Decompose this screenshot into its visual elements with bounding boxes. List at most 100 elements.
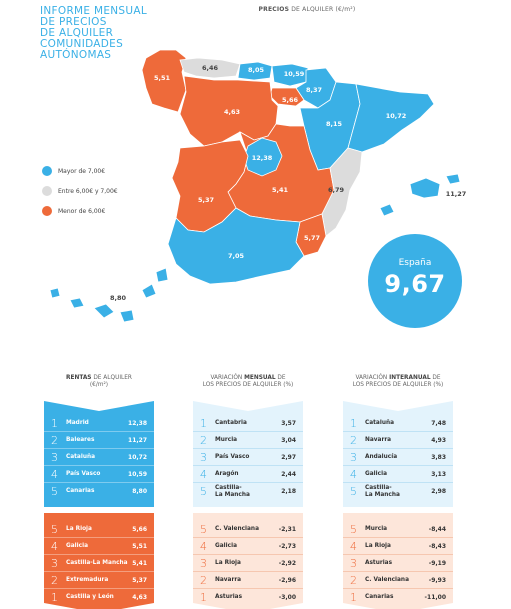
bottom-ranking-panel: 5 Murcia -8,44 4 La Rioja -8,43 3 Asturias -9,19… — [343, 513, 453, 609]
ranking-row: 1 Cataluña 7,48 — [343, 415, 453, 432]
region-name: Galicia — [215, 542, 237, 549]
region-baleares-ibiza[interactable] — [379, 203, 395, 217]
region-asturias[interactable] — [179, 57, 241, 79]
region-name: La Rioja — [215, 559, 241, 566]
rank-value: 5,51 — [132, 542, 147, 550]
label-cantabria: 8,05 — [248, 66, 265, 74]
region-name: Andalucía — [365, 453, 398, 460]
rank-value: 12,38 — [128, 419, 147, 427]
rank-number: 1 — [200, 416, 207, 430]
legend-label: Entre 6,00€ y 7,00€ — [58, 187, 118, 195]
region-galicia[interactable] — [141, 49, 187, 113]
rank-value: 2,97 — [281, 453, 296, 461]
title-line: AUTÓNOMAS — [40, 49, 112, 61]
region-name: Canarias — [66, 488, 95, 495]
ranking-row: 5 Canarias 8,80 — [44, 483, 154, 500]
variacion-mensual-column: VARIACIÓN MENSUAL DE LOS PRECIOS DE ALQU… — [193, 375, 303, 609]
ranking-row: 2 Murcia 3,04 — [193, 432, 303, 449]
region-name: Navarra — [215, 576, 242, 583]
ranking-row: 3 País Vasco 2,97 — [193, 449, 303, 466]
column-heading: VARIACIÓN MENSUAL DE LOS PRECIOS DE ALQU… — [193, 375, 303, 399]
region-name: C. Valenciana — [215, 525, 259, 532]
legend-dot-high — [42, 166, 52, 176]
region-canarias-3[interactable] — [93, 303, 115, 319]
region-canarias-4[interactable] — [119, 309, 135, 323]
rank-value: 5,41 — [132, 559, 147, 567]
rank-value: 3,57 — [281, 419, 296, 427]
rank-value: -3,00 — [278, 594, 296, 601]
rank-number: 2 — [350, 433, 357, 447]
spain-map: 5,51 6,46 8,05 10,59 8,37 5,66 4,63 8,15… — [49, 49, 467, 323]
map-title-rest: DE ALQUILER (€/m²) — [289, 6, 356, 13]
rank-number: 5 — [200, 485, 207, 498]
region-canarias-5[interactable] — [141, 283, 157, 299]
rank-number: 4 — [200, 539, 207, 553]
ranking-row: 4 Galicia -2,73 — [193, 538, 303, 555]
heading-bold: INTERANUAL — [389, 375, 431, 381]
region-c-valenciana[interactable] — [321, 147, 363, 237]
region-name: País Vasco — [66, 470, 101, 477]
legend-item-mid: Entre 6,00€ y 7,00€ — [42, 186, 118, 196]
region-name: Madrid — [66, 419, 89, 426]
legend-label: Menor de 6,00€ — [58, 207, 106, 215]
rank-value: 10,59 — [128, 470, 147, 478]
label-castilla-leon: 4,63 — [224, 108, 240, 116]
rank-number: 5 — [51, 485, 58, 498]
region-canarias-1[interactable] — [49, 287, 61, 299]
label-navarra: 8,37 — [306, 86, 322, 94]
region-cataluna[interactable] — [347, 83, 435, 153]
top-ranking-panel: 1 Madrid 12,38 2 Baleares 11,27 3 Cataluña 10,72… — [44, 401, 154, 507]
ranking-row: 3 La Rioja -2,92 — [193, 555, 303, 572]
ranking-row: 4 País Vasco 10,59 — [44, 466, 154, 483]
rank-number: 3 — [51, 556, 58, 570]
rank-number: 4 — [200, 467, 207, 481]
rank-number: 2 — [350, 573, 357, 587]
rank-value: 3,83 — [431, 453, 446, 461]
heading-line2: LOS PRECIOS DE ALQUILER (%) — [202, 382, 294, 388]
heading-line2: LOS PRECIOS DE ALQUILER (%) — [352, 382, 444, 388]
label-castilla-la-mancha: 5,41 — [272, 186, 289, 194]
rank-number: 5 — [350, 522, 357, 536]
ranking-row: 4 Galicia 5,51 — [44, 538, 154, 555]
map-title: PRECIOS DE ALQUILER (€/m²) — [232, 6, 382, 13]
ranking-row: 1 Madrid 12,38 — [44, 415, 154, 432]
heading-line2: (€/m²) — [89, 382, 109, 388]
rank-number: 1 — [51, 416, 58, 430]
rank-number: 1 — [350, 591, 357, 604]
rank-number: 4 — [51, 539, 58, 553]
region-cantabria[interactable] — [237, 61, 273, 81]
region-name: Murcia — [365, 525, 388, 532]
region-name: Murcia — [215, 436, 238, 443]
rank-value: 4,63 — [132, 594, 147, 601]
region-canarias-6[interactable] — [155, 267, 169, 283]
region-baleares-menorca[interactable] — [445, 173, 461, 185]
region-name: Asturias — [215, 594, 243, 601]
region-name: Cataluña — [66, 453, 96, 460]
region-name: Baleares — [66, 436, 95, 443]
label-extremadura: 5,37 — [198, 196, 214, 204]
ranking-row: 3 Andalucía 3,83 — [343, 449, 453, 466]
region-name: Cantabria — [215, 419, 247, 426]
region-andalucia[interactable] — [167, 207, 305, 285]
label-baleares: 11,27 — [446, 190, 467, 198]
heading-bold: MENSUAL — [244, 375, 276, 381]
label-aragon: 8,15 — [326, 120, 343, 128]
heading-pre: VARIACIÓN — [210, 375, 245, 381]
rank-value: 2,44 — [281, 470, 296, 478]
map-title-bold: PRECIOS — [258, 6, 290, 13]
rank-value: -11,00 — [424, 594, 446, 601]
title-line: COMUNIDADES — [40, 38, 124, 50]
rank-number: 1 — [200, 591, 207, 604]
ranking-row: 3 Asturias -9,19 — [343, 555, 453, 572]
rank-number: 3 — [350, 556, 357, 570]
ranking-row: 1 Canarias -11,00 — [343, 589, 453, 606]
region-canarias-2[interactable] — [69, 297, 85, 309]
heading-bold: RENTAS — [66, 375, 92, 381]
variacion-interanual-column: VARIACIÓN INTERANUAL DE LOS PRECIOS DE A… — [343, 375, 453, 609]
region-name: C. Valenciana — [365, 576, 409, 583]
ranking-row: 3 Cataluña 10,72 — [44, 449, 154, 466]
region-baleares-mallorca[interactable] — [409, 177, 441, 199]
rank-value: -8,44 — [428, 525, 446, 533]
heading-rest: DE — [430, 375, 441, 381]
rank-number: 4 — [350, 467, 357, 481]
